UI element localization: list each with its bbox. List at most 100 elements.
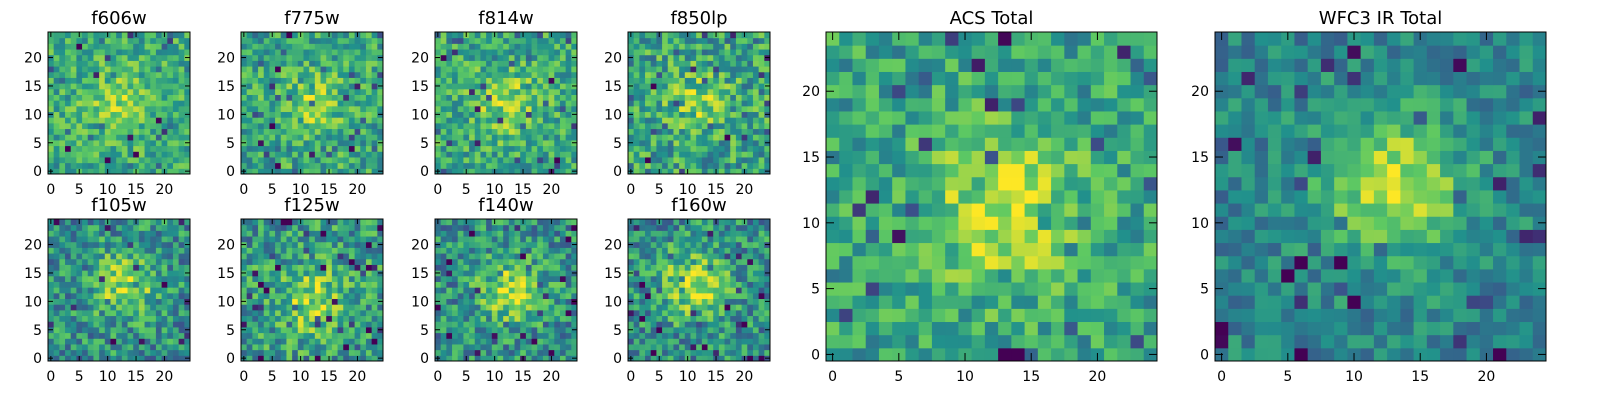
heatmap-cell (82, 355, 89, 362)
heatmap-cell (497, 49, 504, 56)
heatmap-cell (735, 100, 743, 107)
heatmap-cell (707, 162, 714, 169)
heatmap-cell (724, 156, 731, 164)
heatmap-cell (280, 117, 287, 124)
heatmap-cell (679, 292, 686, 300)
heatmap-cell (348, 332, 356, 339)
heatmap-cell (645, 66, 652, 73)
heatmap-cell (440, 43, 447, 50)
heatmap-cell (713, 77, 720, 84)
heatmap-cell (337, 156, 344, 164)
heatmap-cell (331, 349, 339, 356)
heatmap-cell (87, 100, 94, 107)
heatmap-cell (452, 83, 459, 90)
heatmap-cell (70, 281, 77, 288)
heatmap-cell (440, 162, 447, 169)
heatmap-cell (360, 298, 367, 305)
heatmap-cell (371, 349, 378, 356)
heatmap-cell (155, 321, 163, 328)
heatmap-cell (673, 77, 680, 84)
heatmap-cell (525, 355, 533, 362)
heatmap-cell (554, 258, 561, 265)
heatmap-cell (656, 105, 663, 113)
heatmap-cell (491, 230, 498, 237)
heatmap-cell (275, 134, 282, 141)
heatmap-cell (133, 100, 140, 107)
heatmap-cell (440, 315, 447, 322)
heatmap-cell (365, 332, 373, 339)
heatmap-cell (474, 321, 481, 328)
heatmap-cell (99, 219, 106, 226)
heatmap-cell (59, 275, 66, 282)
heatmap-cell (565, 128, 572, 135)
heatmap-cell (297, 253, 304, 260)
heatmap-cell (121, 151, 129, 158)
heatmap-cell (508, 122, 516, 130)
heatmap-cell (303, 309, 310, 317)
heatmap-cell (104, 43, 111, 50)
heatmap-cell (707, 298, 714, 305)
heatmap-cell (650, 315, 657, 322)
heatmap-cell (650, 281, 657, 288)
heatmap-cell (633, 156, 640, 164)
heatmap-cell (503, 355, 510, 362)
heatmap-cell (735, 54, 743, 61)
heatmap-cell (452, 105, 459, 113)
heatmap-cell (537, 60, 544, 67)
heatmap-cell (747, 134, 754, 141)
heatmap-cell (741, 43, 748, 50)
heatmap-cell (82, 111, 89, 118)
heatmap-cell (297, 315, 304, 322)
heatmap-cell (172, 338, 180, 345)
heatmap-cell (480, 287, 487, 294)
heatmap-cell (730, 292, 737, 300)
heatmap-cell (639, 355, 646, 362)
heatmap-cell (525, 230, 533, 237)
heatmap-cell (747, 151, 754, 158)
heatmap-cell (650, 100, 657, 107)
heatmap-cell (53, 145, 60, 152)
heatmap-cell (537, 83, 544, 90)
heatmap-cell (525, 281, 533, 288)
heatmap-cell (497, 77, 504, 84)
heatmap-cell (673, 111, 680, 118)
heatmap-cell (104, 309, 111, 317)
heatmap-cell (707, 94, 714, 101)
heatmap-cell (656, 315, 663, 322)
heatmap-cell (252, 88, 259, 95)
heatmap-cell (497, 128, 504, 135)
heatmap-cell (121, 258, 129, 265)
heatmap-cell (314, 315, 322, 322)
heatmap-cell (53, 264, 60, 271)
heatmap-cell (491, 247, 498, 254)
heatmap-cells (241, 32, 384, 175)
heatmap-cell (104, 128, 111, 135)
heatmap-cell (491, 281, 498, 288)
heatmap-cell (679, 315, 686, 322)
heatmap-cell (138, 230, 146, 237)
heatmap-cell (371, 247, 378, 254)
heatmap-cell (138, 77, 146, 84)
heatmap-cell (474, 326, 481, 334)
heatmap-cell (718, 134, 726, 141)
heatmap-cell (65, 117, 72, 124)
heatmap-cell (314, 128, 322, 135)
heatmap-cell (435, 230, 442, 237)
heatmap-cell (514, 287, 521, 294)
heatmap-cell (537, 236, 544, 243)
heatmap-cell (377, 275, 384, 282)
heatmap-cell (537, 100, 544, 107)
heatmap-cell (331, 338, 339, 345)
heatmap-cell (480, 88, 487, 95)
heatmap-cell (354, 37, 361, 44)
heatmap-cell (93, 77, 100, 84)
heatmap-cell (343, 71, 350, 78)
heatmap-cell (320, 88, 327, 95)
heatmap-cell (65, 309, 72, 317)
heatmap-cell (377, 122, 384, 130)
heatmap-cell (150, 32, 157, 39)
heatmap-cell (514, 338, 521, 345)
heatmap-cell (696, 168, 703, 175)
heatmap-cell (371, 355, 378, 362)
heatmap-cell (735, 321, 743, 328)
